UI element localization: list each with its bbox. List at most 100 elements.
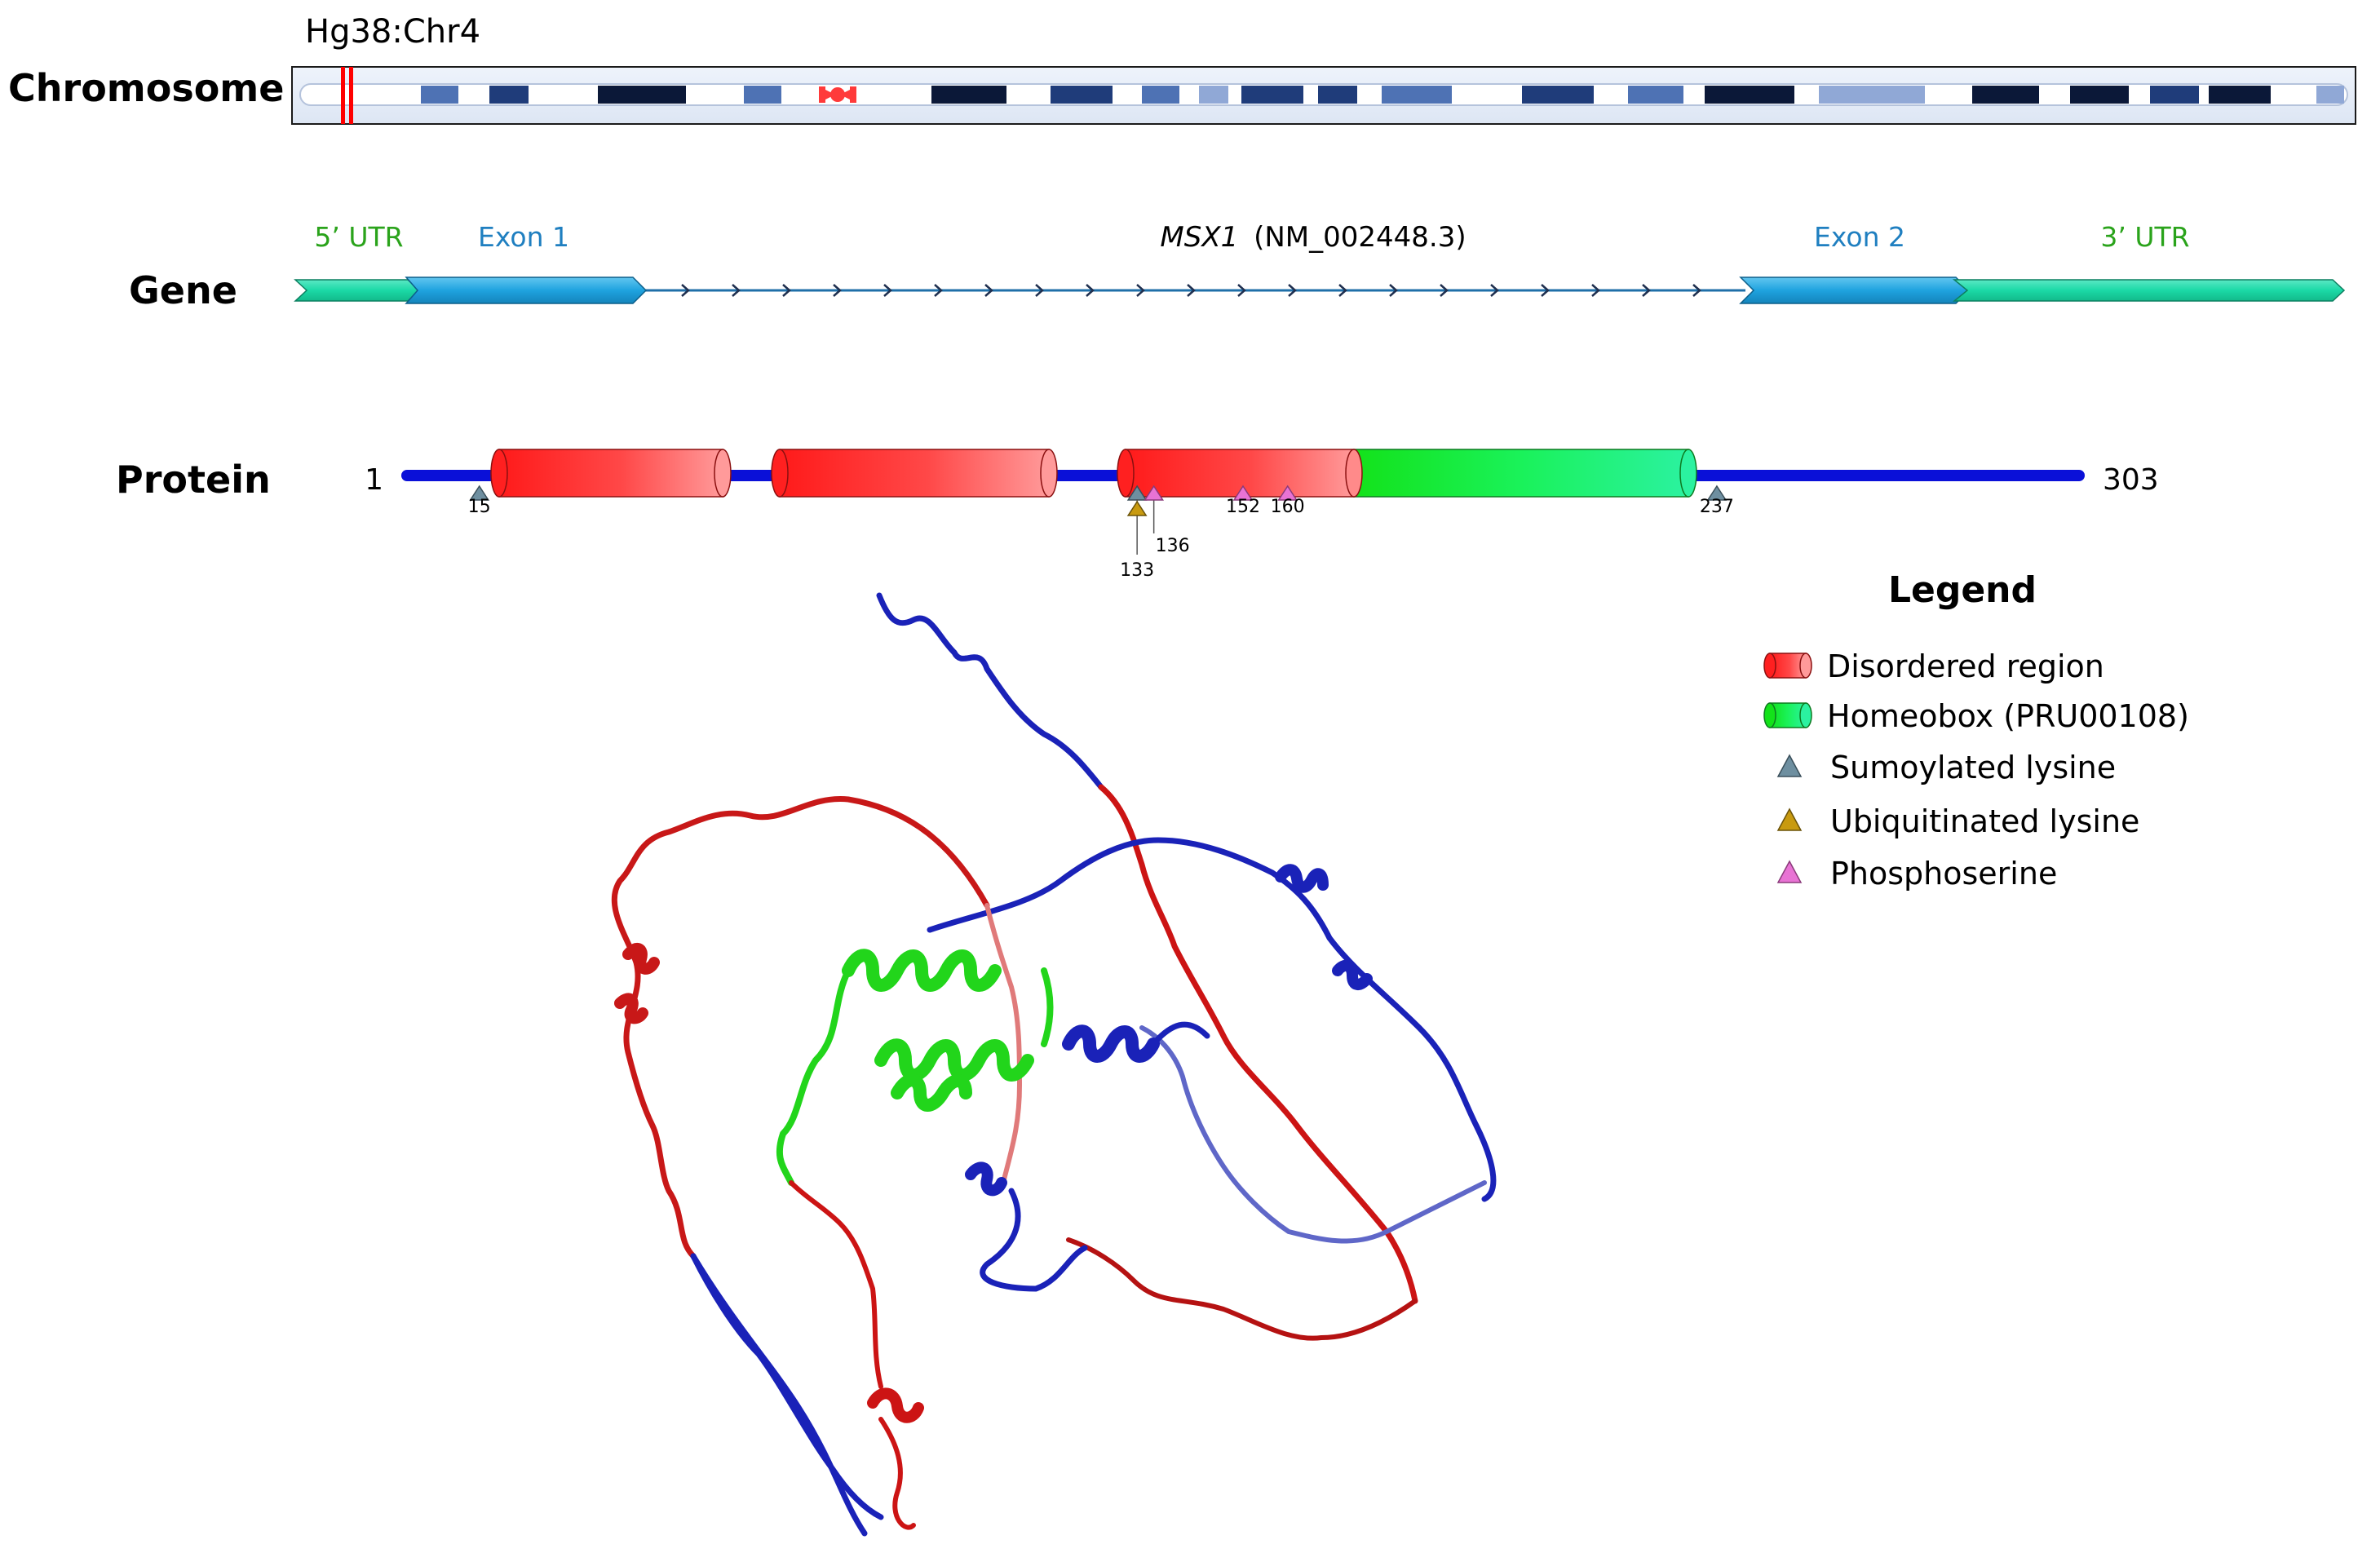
structure-coil-red-2 <box>1066 1237 1418 1341</box>
chromosome-band <box>2150 86 2199 104</box>
sumo-triangle-icon <box>1776 754 1803 777</box>
intron-chevron-icon <box>681 284 690 297</box>
intron-chevron-icon <box>732 284 741 297</box>
structure-coil-blue-2 <box>927 837 1497 1202</box>
structure-coil-green-2 <box>1041 967 1054 1047</box>
intron-chevron-icon <box>1136 284 1145 297</box>
structure-helix-blue-2 <box>1332 959 1373 990</box>
chromosome-band <box>1972 86 2039 104</box>
structure-coil-blue-7 <box>980 1188 1088 1292</box>
gene-title: MSX1 (NM_002448.3) <box>1160 221 1466 254</box>
intron-chevron-icon <box>1237 284 1246 297</box>
utr5-label: 5’ UTR <box>314 221 403 253</box>
structure-helix-red-3 <box>867 1387 924 1423</box>
intron-chevron-icon <box>1338 284 1347 297</box>
structure-helix-blue-1 <box>1275 864 1329 893</box>
legend-phospho: Phosphoserine <box>1776 856 2057 892</box>
chromosome-band <box>598 86 686 104</box>
legend: Legend Disordered region Homeobox (PRU00… <box>1763 569 2189 892</box>
structure-helix-blue-4 <box>965 1161 1007 1197</box>
exon1-block <box>405 277 648 304</box>
chromosome-band <box>489 86 529 104</box>
chromosome-band <box>1241 86 1303 104</box>
structure-helix-red-2 <box>614 993 648 1024</box>
chromosome-row-label: Chromosome <box>8 66 284 110</box>
utr3-block <box>1952 279 2346 302</box>
legend-sumo: Sumoylated lysine <box>1776 750 2116 785</box>
assembly-label: Hg38:Chr4 <box>305 13 480 51</box>
intron-chevron-icon <box>1490 284 1499 297</box>
protein-3d-structure <box>611 592 1497 1537</box>
intron-chevron-icon <box>1692 284 1701 297</box>
site-position-label: 152 <box>1226 497 1260 517</box>
structure-coil-blue-4 <box>690 1253 868 1537</box>
intron-chevron-icon <box>934 284 943 297</box>
structure-coil-red-5 <box>789 1180 883 1389</box>
chromosome-band <box>1897 86 1925 104</box>
gene-row: Gene MSX1 (NM_002448.3) 5’ UTR Exon 1 Ex… <box>129 221 2346 312</box>
legend-disordered-label: Disordered region <box>1827 648 2104 684</box>
exon2-label: Exon 2 <box>1814 221 1905 253</box>
chromosome-band <box>421 86 458 104</box>
structure-coil-pink-1 <box>984 903 1022 1185</box>
intron-chevron-icon <box>984 284 993 297</box>
chromosome-band <box>1819 86 1897 104</box>
intron-chevron-icon <box>1642 284 1651 297</box>
legend-homeobox: Homeobox (PRU00108) <box>1763 698 2189 734</box>
structure-coil-blue-6 <box>1150 1021 1210 1047</box>
legend-ubiq-label: Ubiquitinated lysine <box>1830 803 2139 839</box>
intron-chevron-icon <box>1035 284 1044 297</box>
structure-coil-red-1 <box>1098 784 1418 1304</box>
chromosome-band <box>1051 86 1113 104</box>
centromere <box>819 86 856 103</box>
intron-chevron-icon <box>883 284 892 297</box>
legend-homeobox-label: Homeobox (PRU00108) <box>1827 698 2189 734</box>
intron-chevron-icon <box>782 284 791 297</box>
structure-helix-blue-3 <box>1062 1024 1160 1063</box>
gene-row-label: Gene <box>129 268 237 312</box>
gene-accession: (NM_002448.3) <box>1254 221 1466 254</box>
chromosome-band <box>2209 86 2271 104</box>
chromosome-band <box>1522 86 1594 104</box>
protein-row-label: Protein <box>116 458 271 502</box>
structure-helix-green-2 <box>874 1038 1034 1082</box>
chromosome-band <box>1382 86 1452 104</box>
ubiq-triangle-icon <box>1776 807 1803 831</box>
legend-sumo-label: Sumoylated lysine <box>1830 750 2116 785</box>
chromosome-band <box>1142 86 1179 104</box>
chromosome-band <box>744 86 781 104</box>
intron-chevrons <box>681 284 1701 297</box>
structure-helix-green-1 <box>842 949 1002 992</box>
phospho-site-marker <box>1277 484 1298 501</box>
intron-chevron-icon <box>1086 284 1095 297</box>
phospho-triangle-icon <box>1776 860 1803 883</box>
locus-marker <box>341 67 353 124</box>
site-position-label: 15 <box>468 497 491 517</box>
disordered-region-2 <box>771 449 1058 498</box>
structure-helix-green-3 <box>891 1073 972 1112</box>
intron-chevron-icon <box>1591 284 1600 297</box>
site-position-label: 237 <box>1700 497 1734 517</box>
site-position-label: 133 <box>1120 560 1154 581</box>
utr5-block <box>294 279 421 302</box>
structure-coil-blue-1 <box>876 592 1104 790</box>
exon2-block <box>1739 277 1971 304</box>
structure-coil-blue-3 <box>1139 1025 1487 1244</box>
chromosome-row: Chromosome Hg38:Chr4 <box>8 13 2356 125</box>
ubiq-site-marker <box>1126 500 1148 516</box>
chromosome-bands <box>421 86 2344 104</box>
protein-start-label: 1 <box>365 463 383 497</box>
legend-disordered: Disordered region <box>1763 648 2104 684</box>
structure-coil-blue-5 <box>690 1253 884 1520</box>
structure-coil-red-4 <box>878 1417 916 1530</box>
structure-coil-green-1 <box>776 967 852 1186</box>
sumo-site-marker <box>1706 484 1727 501</box>
intron-chevron-icon <box>833 284 842 297</box>
chromosome-band <box>2070 86 2129 104</box>
intron-chevron-icon <box>1541 284 1550 297</box>
site-position-label: 136 <box>1156 536 1190 556</box>
chromosome-band <box>1318 86 1357 104</box>
